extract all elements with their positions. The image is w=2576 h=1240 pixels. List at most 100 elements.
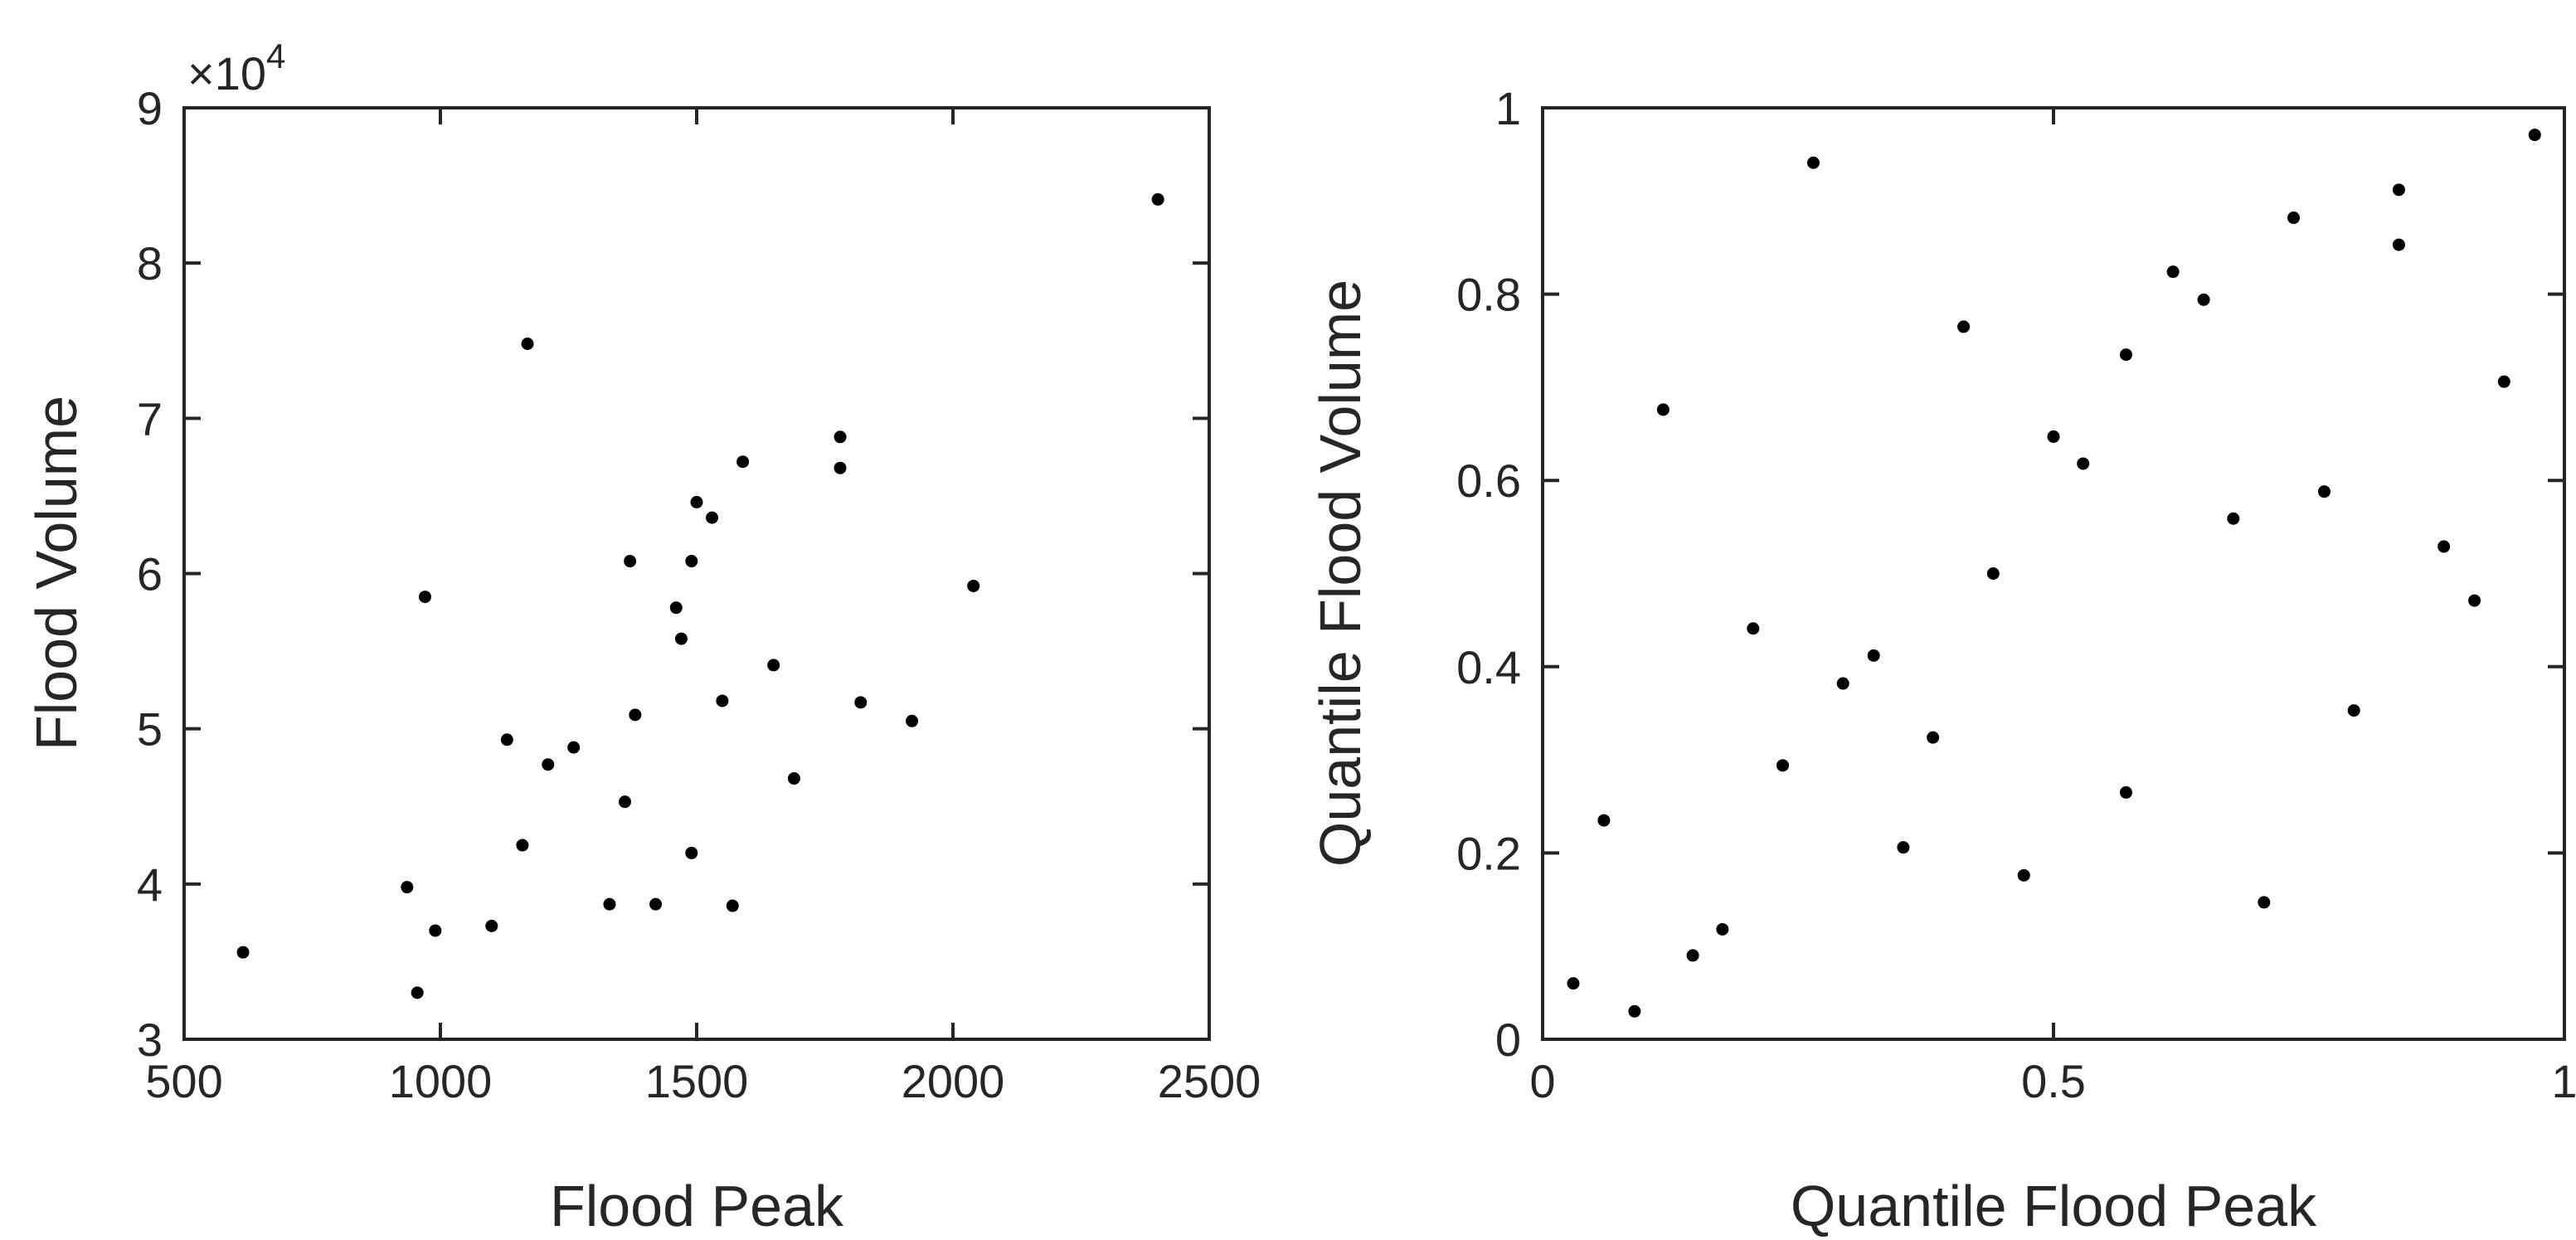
data-point [629, 708, 642, 722]
data-point [500, 733, 513, 746]
x-tick-label: 2000 [902, 1055, 1005, 1107]
y-tick-label: 3 [137, 1014, 163, 1066]
data-point [485, 919, 498, 932]
data-point [906, 714, 919, 727]
data-point [2392, 238, 2405, 251]
right-ticks: 0 0.5 1 0 0.2 0.4 0.6 0.8 1 [1456, 82, 2576, 1107]
left-ticks: 500 1000 1500 2000 2500 3 4 5 6 7 8 9 [137, 82, 1261, 1107]
data-point [2497, 375, 2510, 388]
data-point [2317, 485, 2331, 498]
data-point [418, 591, 431, 604]
data-point [716, 694, 729, 708]
data-point [649, 897, 663, 911]
y-tick-label: 1 [1495, 82, 1521, 134]
data-point [1776, 759, 1790, 772]
y-tick-label: 0.4 [1456, 641, 1521, 693]
right-axes-frame [1541, 106, 2566, 1041]
x-tick-label: 500 [145, 1055, 222, 1107]
data-point [429, 924, 442, 937]
data-point [1897, 841, 1910, 854]
data-point [1927, 731, 1940, 744]
y-tick-label: 0.6 [1456, 455, 1521, 507]
data-point [2437, 540, 2451, 553]
data-point [967, 579, 980, 592]
data-point [2047, 430, 2060, 443]
left-x-axis-label: Flood Peak [550, 1174, 844, 1238]
data-point [236, 946, 250, 959]
data-point [2468, 594, 2481, 607]
data-point [834, 430, 847, 444]
data-point [674, 632, 688, 645]
x-tick-label: 1000 [389, 1055, 493, 1107]
data-point [401, 881, 414, 894]
right-x-axis-label: Quantile Flood Peak [1791, 1174, 2317, 1238]
data-point [2227, 512, 2240, 525]
data-point [1597, 814, 1611, 827]
data-point [2287, 212, 2301, 225]
data-point [542, 758, 555, 771]
y-tick-label: 6 [137, 548, 163, 601]
data-point [603, 897, 616, 911]
data-point [1656, 403, 1670, 416]
y-exponent-base: ×10 [187, 47, 266, 100]
data-point [1806, 156, 1820, 169]
data-point [2166, 265, 2180, 279]
data-point [2392, 183, 2405, 197]
y-tick-label: 0.8 [1456, 269, 1521, 321]
data-point [1567, 977, 1580, 990]
data-point [685, 555, 698, 568]
data-point [669, 601, 683, 615]
data-point [618, 795, 631, 809]
data-point [787, 772, 800, 785]
data-point [2077, 457, 2090, 470]
data-point [1628, 1004, 1641, 1018]
data-point [1867, 649, 1880, 662]
y-exponent-label: ×104 [187, 36, 285, 100]
data-point [1686, 949, 1699, 962]
data-point [736, 455, 750, 469]
data-point [516, 839, 529, 852]
y-tick-label: 8 [137, 237, 163, 289]
data-point [2119, 785, 2132, 799]
data-point [690, 495, 703, 508]
x-tick-label: 1 [2551, 1055, 2576, 1107]
data-point [567, 741, 581, 754]
data-point [767, 659, 780, 672]
data-point [1151, 192, 1164, 206]
x-tick-label: 0.5 [2021, 1055, 2086, 1107]
data-point [1986, 567, 2000, 580]
y-tick-label: 4 [137, 858, 163, 911]
data-point [834, 461, 847, 474]
data-point [1836, 677, 1849, 690]
data-point [2528, 129, 2541, 142]
data-point [411, 986, 424, 999]
data-point [2119, 348, 2132, 362]
data-point [624, 555, 637, 568]
left-points [236, 192, 1164, 999]
x-tick-label: 0 [1529, 1055, 1555, 1107]
data-point [726, 899, 739, 912]
data-point [706, 511, 719, 524]
right-y-axis-label: Quantile Flood Volume [1308, 280, 1373, 867]
data-point [2258, 896, 2271, 909]
data-point [685, 846, 698, 859]
x-tick-label: 2500 [1158, 1055, 1261, 1107]
y-tick-label: 0 [1495, 1014, 1521, 1066]
data-point [1716, 922, 1729, 936]
data-point [2347, 704, 2360, 717]
data-point [1957, 320, 1971, 333]
left-y-axis-label: Flood Volume [24, 396, 89, 751]
x-tick-label: 1500 [645, 1055, 749, 1107]
y-tick-label: 7 [137, 392, 163, 445]
right-scatter-panel: 0 0.5 100.20.40.60.81 Quantile Flood Peak … [1308, 82, 2576, 1238]
y-tick-label: 0.2 [1456, 827, 1521, 879]
y-tick-label: 5 [137, 703, 163, 756]
data-point [521, 337, 534, 350]
data-point [1747, 622, 1760, 635]
data-point [2017, 868, 2030, 882]
y-tick-label: 9 [137, 82, 163, 134]
y-exponent-power: 4 [266, 36, 285, 75]
right-points [1567, 129, 2541, 1018]
